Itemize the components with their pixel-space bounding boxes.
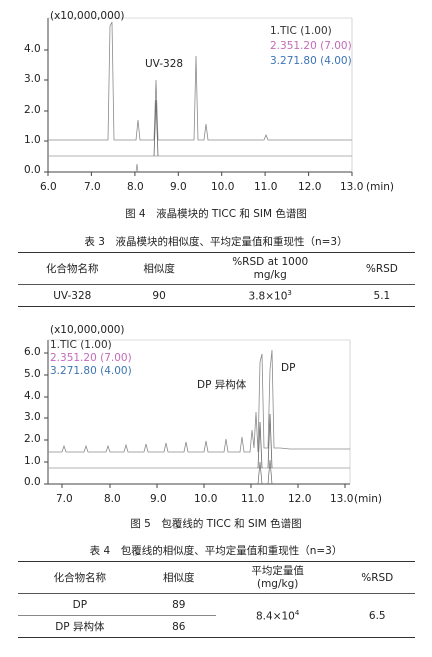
t3-quant: 3.8×103 (191, 284, 349, 307)
fig4-x-tick-label: 10.0 (211, 181, 235, 193)
fig4-small-peak (135, 163, 139, 173)
fig4-y-tick-label: 4.0 (24, 43, 41, 55)
figure-5-svg (44, 339, 351, 488)
fig5-y-tickmarks (44, 352, 48, 485)
fig4-legend-item: 3.271.80 (4.00) (270, 55, 352, 67)
t4-header-quant: 平均定量值 (mg/kg) (215, 561, 340, 594)
t3-quant-exp: 3 (287, 288, 292, 297)
t3-rsd: 5.1 (348, 284, 415, 307)
fig5-multiplier: (x10,000,000) (50, 324, 125, 336)
fig4-y-tick-label: 2.0 (24, 104, 41, 116)
t4-quant: 8.4×104 (215, 593, 340, 638)
t4-header-compound: 化合物名称 (18, 561, 142, 594)
fig5-y-tick-label: 1.0 (24, 455, 41, 467)
fig4-tic-trace (48, 21, 352, 141)
fig5-x-tick-label: 9.0 (150, 493, 167, 505)
table-row: UV-328 90 3.8×103 5.1 (18, 284, 415, 307)
fig5-legend-item: 1.TIC (1.00) (50, 339, 112, 351)
fig5-sim-peaks (257, 413, 273, 469)
fig5-x-tick-label: 8.0 (104, 493, 121, 505)
fig5-x-tick-label: 10.0 (194, 493, 218, 505)
fig5-legend-item: 3.271.80 (4.00) (50, 365, 132, 377)
t3-header-quant-line1: %RSD at 1000 (232, 255, 309, 268)
fig4-multiplier: (x10,000,000) (50, 10, 125, 22)
fig4-sim-peak (153, 99, 159, 157)
fig5-peak-label-isomer: DP 异构体 (197, 379, 247, 391)
fig5-x-tick-label: 13.0 (330, 493, 354, 505)
t3-header-rsd: %RSD (348, 252, 415, 285)
fig5-sim-peaks-lower (257, 459, 273, 485)
fig4-y-tick-label: 1.0 (24, 134, 41, 146)
fig5-y-tick-label: 6.0 (24, 346, 41, 358)
t4-header-rsd: %RSD (339, 561, 415, 594)
fig4-y-tick-label: 0.0 (24, 164, 41, 176)
fig4-y-tick-label: 3.0 (24, 73, 41, 85)
fig5-x-tick-label: 11.0 (241, 493, 265, 505)
fig5-x-tick-label: 12.0 (288, 493, 312, 505)
fig5-x-unit: (min) (354, 493, 382, 505)
figure-5-chromatogram: (x10,000,000) 6.0 5.0 4.0 3.0 2.0 1.0 0.… (0, 322, 432, 512)
t4-header-quant-line2: (mg/kg) (256, 577, 299, 590)
fig4-x-tick-label: 6.0 (40, 181, 57, 193)
t4-header-quant-line1: 平均定量值 (251, 564, 304, 577)
t3-header-compound: 化合物名称 (18, 252, 127, 285)
figure-4-caption: 图 4 液晶模块的 TICC 和 SIM 色谱图 (125, 208, 307, 220)
fig4-legend-item: 2.351.20 (7.00) (270, 40, 352, 52)
fig5-y-tick-label: 3.0 (24, 411, 41, 423)
fig5-x-tickmarks (61, 484, 346, 488)
t3-quant-base: 3.8×10 (248, 290, 288, 303)
t4-quant-base: 8.4×10 (256, 610, 295, 623)
t4-compound: DP (18, 593, 142, 616)
fig5-y-tick-label: 5.0 (24, 368, 41, 380)
table-row: DP 异构体 86 (18, 615, 415, 638)
fig4-peak-label: UV-328 (145, 58, 184, 70)
fig4-x-unit: (min) (366, 181, 394, 193)
table-4: 化合物名称 相似度 平均定量值 (mg/kg) %RSD DP 89 8.4×1… (18, 561, 415, 638)
t4-rsd: 6.5 (339, 593, 415, 638)
fig5-tic-trace (48, 349, 350, 453)
fig5-y-tick-label: 2.0 (24, 433, 41, 445)
fig4-x-tick-label: 8.0 (127, 181, 144, 193)
t3-header-quant: %RSD at 1000 mg/kg (191, 252, 349, 285)
figure-5-caption: 图 5 包覆线的 TICC 和 SIM 色谱图 (130, 518, 302, 530)
fig5-peak-label-dp: DP (281, 362, 296, 374)
fig4-x-tick-label: 7.0 (84, 181, 101, 193)
table-3-title: 表 3 液晶模块的相似度、平均定量值和重现性（n=3） (84, 236, 348, 248)
fig4-x-tickmarks (47, 172, 353, 176)
fig5-y-tick-label: 0.0 (24, 476, 41, 488)
t3-header-quant-line2: mg/kg (253, 268, 287, 281)
fig4-x-tick-label: 13.0 (340, 181, 364, 193)
t3-compound: UV-328 (18, 284, 127, 307)
fig4-y-tickmarks (44, 49, 48, 173)
fig5-x-tick-label: 7.0 (56, 493, 73, 505)
t4-compound: DP 异构体 (18, 615, 142, 638)
fig5-y-tick-label: 4.0 (24, 390, 41, 402)
table-row: DP 89 8.4×104 6.5 (18, 593, 415, 638)
t4-quant-exp: 4 (294, 608, 300, 617)
fig4-x-tick-label: 11.0 (254, 181, 278, 193)
table-4-title: 表 4 包覆线的相似度、平均定量值和重现性（n=3） (89, 545, 343, 557)
t4-header-similarity: 相似度 (141, 561, 216, 594)
t4-similarity: 89 (141, 593, 216, 616)
fig5-legend-item: 2.351.20 (7.00) (50, 352, 132, 364)
t3-header-similarity: 相似度 (126, 252, 192, 285)
fig4-legend-item: 1.TIC (1.00) (270, 25, 332, 37)
figure-4-chromatogram: (x10,000,000) 4.0 3.0 2.0 1.0 0.0 6.0 7.… (0, 0, 432, 200)
fig4-x-tick-label: 9.0 (170, 181, 187, 193)
table-3: 化合物名称 相似度 %RSD at 1000 mg/kg %RSD UV-328… (18, 252, 415, 307)
figure-4-svg (44, 17, 353, 176)
t4-similarity: 86 (141, 615, 216, 638)
t3-similarity: 90 (126, 284, 192, 307)
fig4-x-tick-label: 12.0 (298, 181, 322, 193)
